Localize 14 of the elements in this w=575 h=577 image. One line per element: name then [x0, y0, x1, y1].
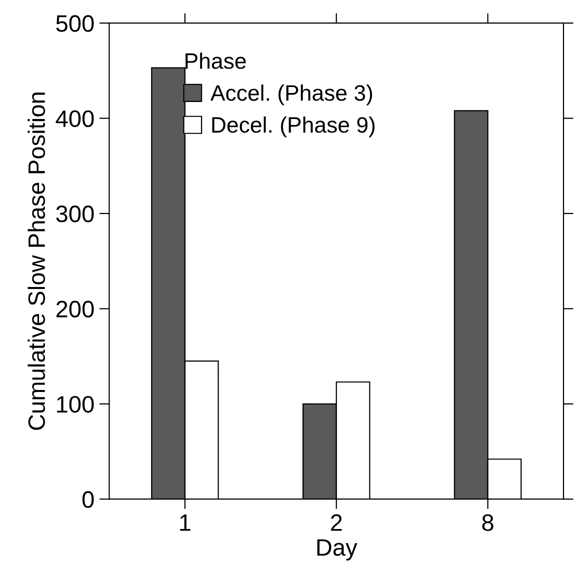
y-tick-label: 300	[56, 206, 94, 222]
y-tick-label: 100	[57, 396, 94, 413]
legend-title: Phase	[186, 52, 246, 69]
y-tick-label: 200	[56, 300, 94, 318]
y-tick-label: 500	[56, 15, 94, 32]
y-tick-label: 0	[82, 491, 94, 508]
legend-label: Accel. (Phase 3)	[210, 84, 372, 106]
y-tick-label: 400	[56, 110, 94, 128]
legend-label: Decel. (Phase 9)	[212, 116, 375, 138]
x-tick-label: 8	[482, 514, 494, 532]
x-axis-title: Day	[317, 539, 358, 560]
x-tick-label: 2	[331, 514, 342, 531]
y-axis-title: Cumulative Slow Phase Position	[28, 92, 46, 430]
x-tick-label: 1	[180, 514, 190, 531]
